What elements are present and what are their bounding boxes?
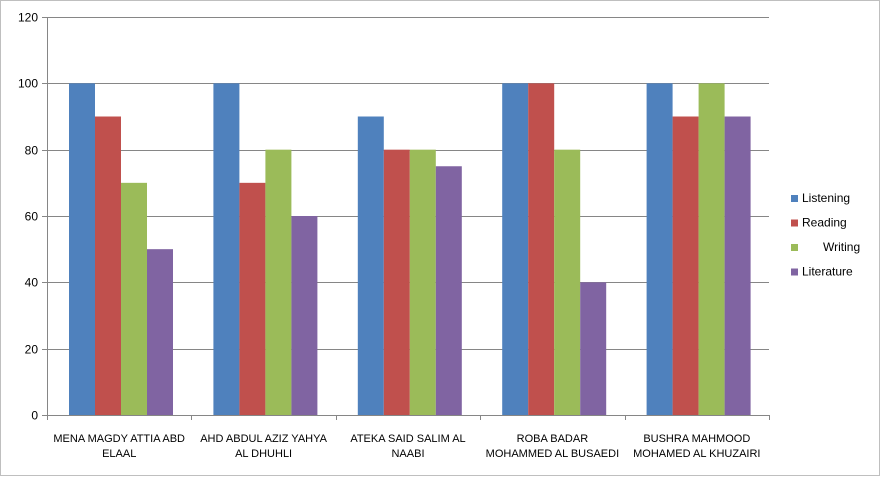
y-tick-label: 40: [25, 276, 39, 290]
legend-label: Listening: [802, 191, 850, 205]
bar-literature-2: [291, 216, 318, 415]
y-tick-label: 0: [31, 409, 38, 423]
bar-reading-2: [239, 182, 266, 415]
legend-swatch: [791, 219, 798, 227]
legend-item-literature: Literature: [791, 265, 853, 279]
x-category-label: BUSHRA MAHMOOD MOHAMED AL KHUZAIRI: [633, 433, 760, 460]
legend-label: Reading: [802, 216, 847, 230]
x-category-label: ROBA BADAR MOHAMMED AL BUSAEDI: [486, 433, 619, 460]
bar-literature-5: [724, 116, 751, 415]
x-category-label: ATEKA SAID SALIM AL NAABI: [350, 433, 465, 460]
legend-label: Literature: [802, 265, 853, 279]
legend-swatch: [791, 195, 798, 202]
bar-listening-2: [213, 83, 240, 415]
x-axis-category-labels: MENA MAGDY ATTIA ABD ELAAL AHD ABDUL AZIZ …: [53, 433, 760, 460]
bar-listening-5: [646, 83, 673, 415]
bar-literature-1: [147, 249, 173, 415]
legend: Listening Reading Writing Literature: [791, 191, 860, 279]
bar-reading-1: [95, 116, 121, 415]
y-tick-label: 20: [25, 343, 39, 357]
bar-literature-4: [580, 282, 607, 415]
legend-item-writing: Writing: [791, 240, 860, 254]
legend-item-listening: Listening: [791, 191, 850, 205]
bar-listening-4: [502, 83, 529, 415]
bar-listening-1: [69, 83, 95, 415]
legend-swatch: [791, 244, 798, 251]
bar-writing-3: [409, 149, 436, 415]
y-tick-label: 80: [25, 144, 39, 158]
bar-reading-5: [672, 116, 699, 415]
bar-listening-3: [357, 116, 384, 415]
bar-writing-1: [121, 182, 147, 415]
y-tick-label: 120: [18, 11, 38, 25]
bar-writing-5: [698, 83, 725, 415]
bars: [69, 83, 751, 415]
bar-writing-4: [554, 149, 581, 415]
y-axis-tick-labels: 0 20 40 60 80 100 120: [18, 11, 38, 423]
bar-literature-3: [435, 166, 462, 415]
x-category-label: AHD ABDUL AZIZ YAHYA AL DHUHLI: [200, 433, 327, 460]
legend-item-reading: Reading: [791, 216, 847, 230]
legend-label: Writing: [823, 240, 860, 254]
bar-reading-3: [383, 149, 410, 415]
legend-swatch: [791, 268, 798, 276]
y-tick-label: 100: [18, 77, 38, 91]
axes: [47, 17, 770, 420]
y-tick-label: 60: [25, 210, 39, 224]
bar-writing-2: [265, 149, 292, 415]
bar-reading-4: [528, 83, 555, 415]
x-category-label: MENA MAGDY ATTIA ABD ELAAL: [53, 433, 185, 460]
